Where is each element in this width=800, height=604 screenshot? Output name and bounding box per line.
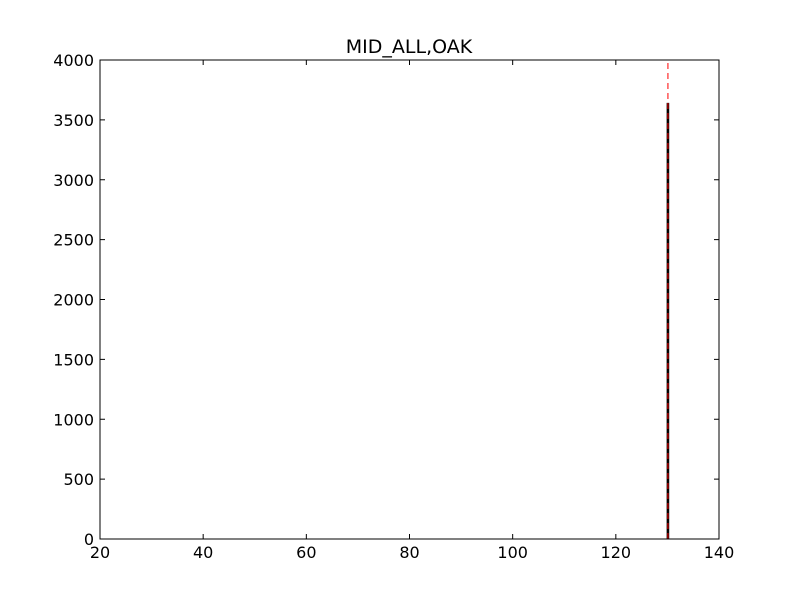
y-tick-label: 1000 (53, 410, 94, 429)
y-tick-label: 1500 (53, 350, 94, 369)
x-tick-label: 40 (193, 543, 213, 562)
x-tick-label: 100 (497, 543, 528, 562)
y-tick-label: 4000 (53, 51, 94, 70)
x-tick-label: 120 (601, 543, 632, 562)
y-tick-label: 3000 (53, 171, 94, 190)
x-tick-label: 60 (296, 543, 316, 562)
x-tick-label: 20 (90, 543, 110, 562)
y-tick-label: 500 (63, 470, 94, 489)
axis-ticks: 20 40 60 80 100 120 140 0 500 1000 1500 2000 2500 300… (53, 51, 734, 562)
x-tick-label: 80 (399, 543, 419, 562)
chart-title: MID_ALL,OAK (346, 36, 473, 58)
y-tick-label: 0 (84, 530, 94, 549)
x-tick-label: 140 (704, 543, 735, 562)
y-tick-label: 3500 (53, 111, 94, 130)
plot-area (666, 63, 670, 540)
y-tick-label: 2500 (53, 231, 94, 250)
y-tick-label: 2000 (53, 291, 94, 310)
